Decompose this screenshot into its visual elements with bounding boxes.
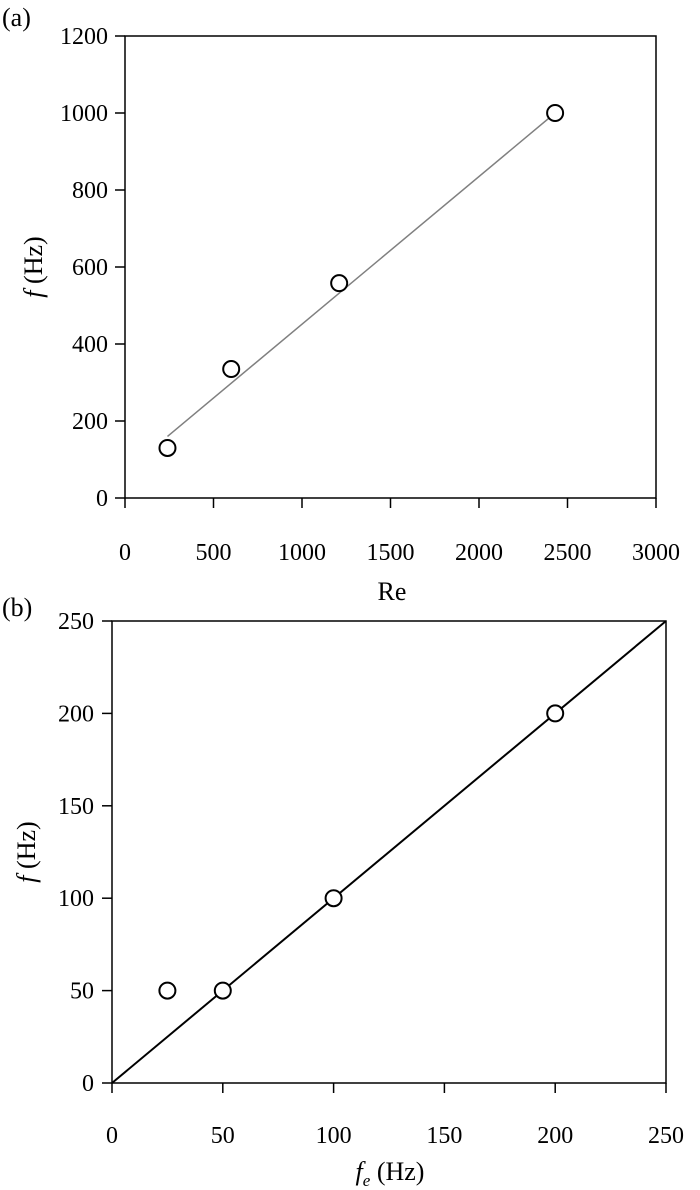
x-tick-label-b: 100 (316, 1123, 352, 1149)
points-b (158, 704, 565, 1000)
fit-line-b (111, 620, 667, 1084)
y-axis-label-a: f (Hz) (19, 236, 48, 297)
x-tick-label-a: 2500 (544, 540, 592, 566)
y-tick-label-b: 0 (82, 1071, 94, 1097)
x-tick-label-a: 500 (196, 540, 232, 566)
y-tick-label-a: 200 (72, 409, 108, 435)
y-tick-label-a: 1200 (60, 24, 108, 50)
x-axis-label-b: fe (Hz) (356, 1157, 425, 1190)
x-tick-label-a: 1500 (367, 540, 415, 566)
y-axis-label-b-unit: (Hz) (12, 821, 41, 875)
data-point-b (324, 889, 343, 908)
ticks-a: 0 500 1000 1500 2000 2500 3000 0 200 400 600 800 100… (60, 24, 680, 566)
x-tick-label-b: 0 (106, 1123, 118, 1149)
data-point-b (213, 981, 232, 1000)
x-tick-label-a: 1000 (278, 540, 326, 566)
data-point-a (546, 104, 565, 122)
x-tick-label-a: 0 (119, 540, 131, 566)
x-tick-label-a: 2000 (455, 540, 503, 566)
ticks-b: 0 50 100 150 200 250 0 50 100 150 200 250 (58, 609, 684, 1149)
x-tick-label-b: 250 (648, 1123, 684, 1149)
fit-line-a (166, 112, 556, 437)
panel-label-a: (a) (2, 3, 31, 32)
data-point-b (546, 704, 565, 723)
plot-area-a (124, 35, 657, 499)
y-axis-label-b-var: f (12, 872, 41, 883)
y-tick-label-b: 100 (58, 886, 94, 912)
y-tick-label-a: 400 (72, 332, 108, 358)
y-tick-label-a: 0 (96, 486, 108, 512)
data-point-a (330, 274, 349, 293)
x-axis-label-b-sub: e (363, 1171, 371, 1190)
data-point-a (158, 438, 177, 457)
x-axis-label-b-unit: (Hz) (370, 1157, 424, 1186)
x-tick-label-a: 3000 (632, 540, 680, 566)
x-tick-label-b: 200 (537, 1123, 573, 1149)
x-tick-label-b: 50 (211, 1123, 235, 1149)
y-tick-label-b: 50 (70, 979, 94, 1005)
chart-panel-a: (a) 0 500 1000 1500 2000 2500 3000 0 200 400 600 80… (2, 3, 680, 606)
x-axis-label-b-var: f (356, 1157, 367, 1186)
y-tick-label-a: 600 (72, 255, 108, 281)
y-tick-label-b: 150 (58, 794, 94, 820)
y-tick-label-a: 1000 (60, 101, 108, 127)
panel-label-b: (b) (2, 593, 32, 622)
y-tick-label-b: 200 (58, 701, 94, 727)
y-axis-label-a-var: f (19, 287, 48, 298)
points-a (158, 104, 565, 457)
y-tick-label-a: 800 (72, 178, 108, 204)
y-axis-label-a-unit: (Hz) (19, 236, 48, 290)
x-tick-label-b: 150 (426, 1123, 462, 1149)
y-axis-label-b: f (Hz) (12, 821, 41, 882)
data-point-a (222, 360, 241, 379)
x-axis-label-a: Re (378, 577, 407, 606)
plot-area-b (111, 620, 667, 1084)
data-point-b (158, 981, 177, 1000)
y-tick-label-b: 250 (58, 609, 94, 635)
